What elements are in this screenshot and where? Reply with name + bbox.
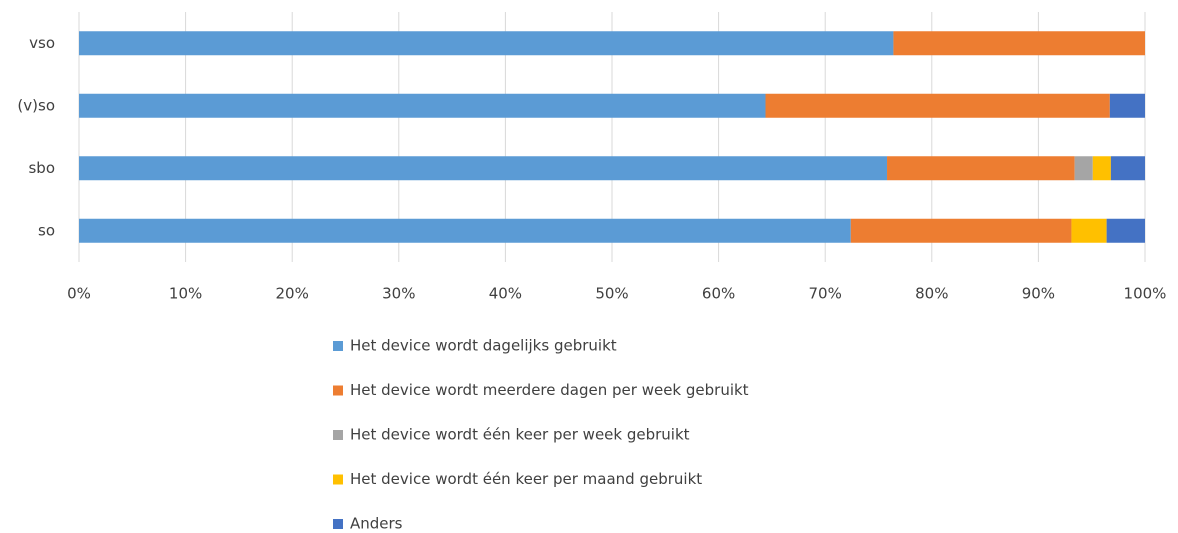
bar-segment: [79, 31, 894, 56]
legend-swatch: [333, 430, 343, 440]
legend-swatch: [333, 341, 343, 351]
x-tick-label: 0%: [67, 285, 91, 303]
x-tick-label: 20%: [276, 285, 309, 303]
legend-swatch: [333, 519, 343, 529]
y-tick-label: sbo: [28, 159, 55, 177]
legend-label: Anders: [350, 515, 403, 533]
y-tick-label: (v)so: [17, 96, 55, 114]
y-tick-label: vso: [29, 34, 55, 52]
bar-segment: [79, 218, 851, 243]
bar-segment: [765, 93, 1110, 118]
x-tick-label: 80%: [915, 285, 948, 303]
bar-segment: [887, 156, 1075, 181]
bar-segment: [79, 156, 888, 181]
legend-label: Het device wordt meerdere dagen per week…: [350, 381, 749, 399]
x-tick-label: 100%: [1124, 285, 1167, 303]
x-tick-label: 70%: [809, 285, 842, 303]
bar-segment: [79, 93, 766, 118]
legend-label: Het device wordt dagelijks gebruikt: [350, 337, 617, 355]
legend-label: Het device wordt één keer per week gebru…: [350, 426, 690, 444]
bar-segment: [850, 218, 1072, 243]
x-tick-label: 10%: [169, 285, 202, 303]
x-tick-label: 50%: [595, 285, 628, 303]
legend-swatch: [333, 474, 343, 485]
y-tick-label: so: [38, 221, 55, 239]
bar-segment: [893, 31, 1145, 56]
bar-segment: [1110, 156, 1145, 181]
bar-segment: [1071, 218, 1107, 243]
x-tick-label: 30%: [382, 285, 415, 303]
legend-swatch: [333, 385, 343, 396]
bar-segment: [1106, 218, 1145, 243]
x-tick-label: 90%: [1022, 285, 1055, 303]
legend-label: Het device wordt één keer per maand gebr…: [350, 470, 702, 488]
bar-segment: [1109, 93, 1145, 118]
x-tick-label: 60%: [702, 285, 735, 303]
bar-segment: [1074, 156, 1093, 181]
bar-segment: [1092, 156, 1111, 181]
x-tick-label: 40%: [489, 285, 522, 303]
